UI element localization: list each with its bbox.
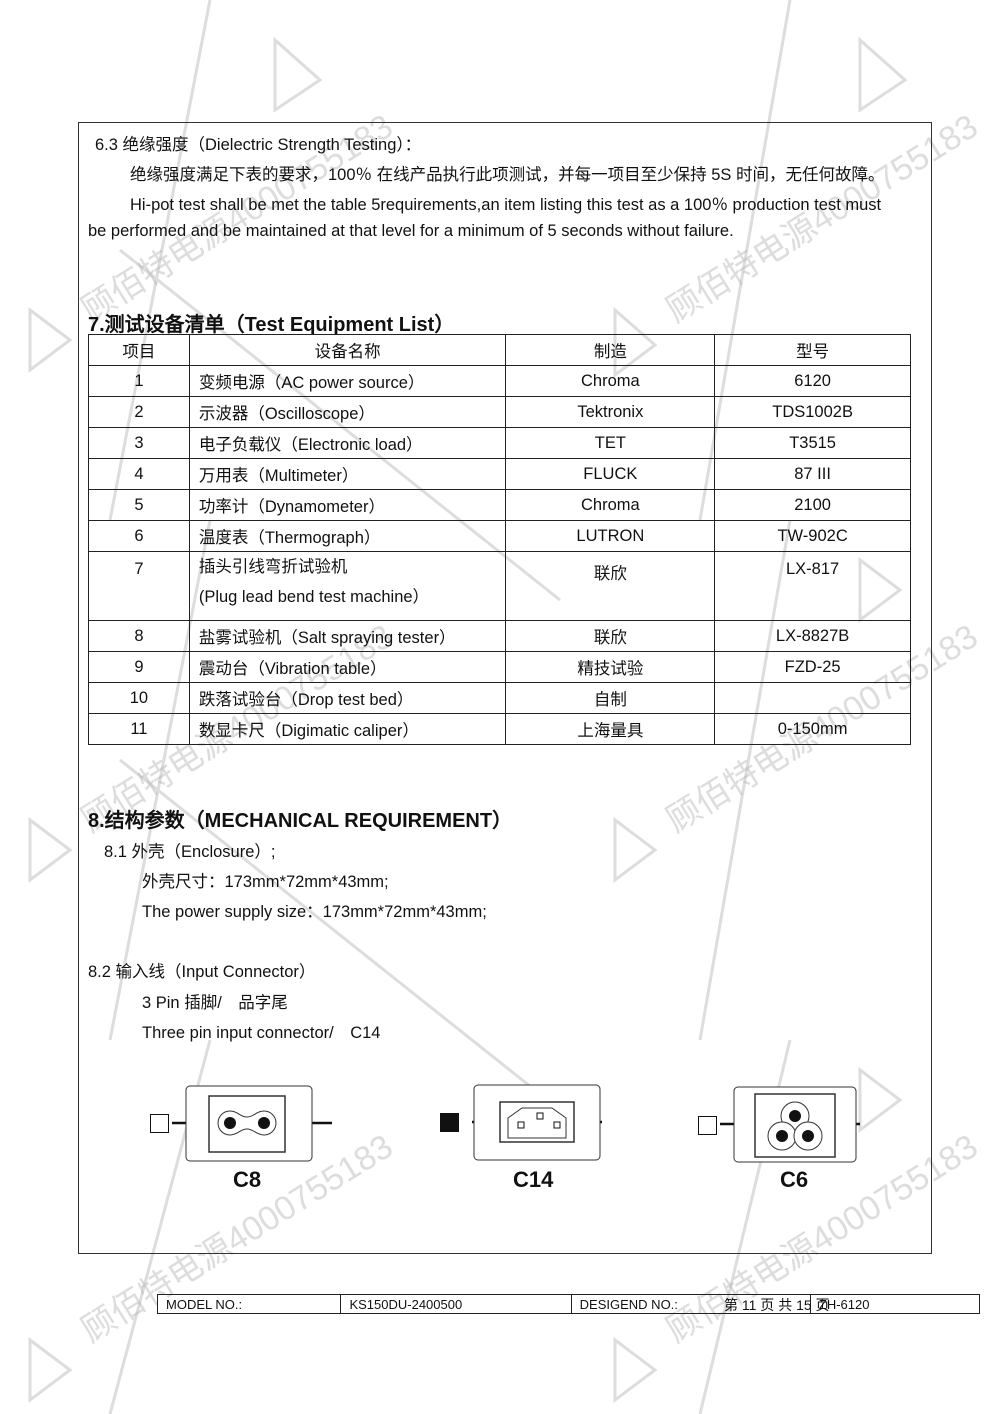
item-no-cell: 2 — [88, 396, 190, 428]
equipment-name-cell: 震动台（Vibration table） — [188, 651, 507, 683]
table-row: 5 功率计（Dynamometer） Chroma 2100 — [88, 489, 911, 521]
c6-checkbox — [698, 1116, 717, 1135]
item-no-cell: 5 — [88, 489, 190, 521]
header-cell: 设备名称 — [188, 334, 507, 366]
section-6-3-title: 6.3 绝缘强度（Dielectric Strength Testing）： — [95, 136, 422, 154]
item-no-cell: 7 — [88, 551, 190, 621]
table-row: 3 电子负载仪（Electronic load） TET T3515 — [88, 427, 911, 459]
section-7-title: 7.测试设备清单（Test Equipment List） — [88, 314, 455, 336]
design-label: DESIGEND NO.: — [570, 1294, 811, 1314]
table-row: 1 变频电源（AC power source） Chroma 6120 — [88, 365, 911, 397]
equipment-name-line: 插头引线弯折试验机 — [198, 558, 348, 576]
manufacturer-cell: FLUCK — [505, 458, 716, 490]
manufacturer-cell: 上海量具 — [505, 713, 716, 745]
model-cell: 87 III — [714, 458, 911, 490]
table-row: 6 温度表（Thermograph） LUTRON TW-902C — [88, 520, 911, 552]
model-cell — [714, 682, 911, 714]
equipment-name-cell: 插头引线弯折试验机 (Plug lead bend test machine） — [188, 551, 507, 621]
manufacturer-cell: TET — [505, 427, 716, 459]
equipment-name-cell: 变频电源（AC power source） — [188, 365, 507, 397]
table-row: 4 万用表（Multimeter） FLUCK 87 III — [88, 458, 911, 490]
content-frame — [78, 122, 932, 1254]
section-6-3-en-1: Hi-pot test shall be met the table 5requ… — [130, 196, 882, 214]
manufacturer-cell: Chroma — [505, 365, 716, 397]
pin-en: Three pin input connector/ C14 — [142, 1024, 381, 1042]
model-cell: 0-150mm — [714, 713, 911, 745]
section-8-title: 8.结构参数（MECHANICAL REQUIREMENT） — [88, 810, 513, 832]
model-cell: 6120 — [714, 365, 911, 397]
equipment-table: 项目 设备名称 制造 型号 1 变频电源（AC power source） Chroma 61… — [88, 334, 911, 745]
footer-table: MODEL NO.: KS150DU-2400500 DESIGEND NO.:… — [156, 1294, 981, 1314]
c14-connector-icon — [472, 1084, 602, 1161]
model-cell: 2100 — [714, 489, 911, 521]
c8-connector-icon — [172, 1085, 332, 1162]
model-cell: TW-902C — [714, 520, 911, 552]
page-number: 第 11 页 共 15 页 — [724, 1297, 830, 1313]
item-no-cell: 6 — [88, 520, 190, 552]
design-number: ZH-6120 — [809, 1294, 981, 1314]
model-cell: LX-8827B — [714, 620, 911, 652]
size-en: The power supply size：173mm*72mm*43mm; — [142, 903, 487, 921]
equipment-name-cell: 温度表（Thermograph） — [188, 520, 507, 552]
model-cell: T3515 — [714, 427, 911, 459]
pin-cn: 3 Pin 插脚/ 品字尾 — [142, 994, 288, 1012]
manufacturer-cell: LUTRON — [505, 520, 716, 552]
header-cell: 项目 — [88, 334, 190, 366]
table-row: 9 震动台（Vibration table） 精技试验 FZD-25 — [88, 651, 911, 683]
c8-checkbox — [150, 1114, 169, 1133]
equipment-name-cell: 功率计（Dynamometer） — [188, 489, 507, 521]
manufacturer-cell: 联欣 — [505, 620, 716, 652]
section-6-3-cn: 绝缘强度满足下表的要求，100％ 在线产品执行此项测试，并每一项目至少保持 5S… — [130, 166, 885, 184]
table-row: 8 盐雾试验机（Salt spraying tester） 联欣 LX-8827B — [88, 620, 911, 652]
section-8-2: 8.2 输入线（Input Connector） — [88, 963, 316, 981]
equipment-name-cell: 数显卡尺（Digimatic caliper） — [188, 713, 507, 745]
manufacturer-cell: 精技试验 — [505, 651, 716, 683]
item-no-cell: 9 — [88, 651, 190, 683]
model-cell: TDS1002B — [714, 396, 911, 428]
c14-label: C14 — [513, 1167, 554, 1192]
equipment-name-cell: 盐雾试验机（Salt spraying tester） — [188, 620, 507, 652]
model-label: MODEL NO.: — [156, 1294, 342, 1314]
equipment-name-cell: 跌落试验台（Drop test bed） — [188, 682, 507, 714]
manufacturer-cell: Chroma — [505, 489, 716, 521]
c6-label: C6 — [780, 1167, 809, 1192]
manufacturer-cell: 联欣 — [505, 551, 716, 621]
item-no-cell: 3 — [88, 427, 190, 459]
table-row: 10 跌落试验台（Drop test bed） 自制 — [88, 682, 911, 714]
section-6-3-en-2: be performed and be maintained at that l… — [88, 222, 734, 240]
manufacturer-cell: Tektronix — [505, 396, 716, 428]
item-no-cell: 8 — [88, 620, 190, 652]
size-cn: 外壳尺寸：173mm*72mm*43mm; — [142, 873, 389, 891]
c8-label: C8 — [233, 1167, 262, 1192]
table-header-row: 项目 设备名称 制造 型号 — [88, 334, 911, 366]
model-number: KS150DU-2400500 — [340, 1294, 572, 1314]
equipment-name-cell: 示波器（Oscilloscope） — [188, 396, 507, 428]
manufacturer-cell: 自制 — [505, 682, 716, 714]
item-no-cell: 4 — [88, 458, 190, 490]
c14-checkbox — [440, 1113, 459, 1132]
header-cell: 型号 — [714, 334, 911, 366]
item-no-cell: 11 — [88, 713, 190, 745]
equipment-name-cell: 电子负载仪（Electronic load） — [188, 427, 507, 459]
header-cell: 制造 — [505, 334, 716, 366]
item-no-cell: 10 — [88, 682, 190, 714]
model-cell: LX-817 — [714, 551, 911, 621]
table-row: 2 示波器（Oscilloscope） Tektronix TDS1002B — [88, 396, 911, 428]
section-8-1: 8.1 外壳（Enclosure）; — [104, 843, 276, 861]
table-row: 7 插头引线弯折试验机 (Plug lead bend test machine） 联… — [88, 551, 911, 621]
item-no-cell: 1 — [88, 365, 190, 397]
c6-connector-icon — [720, 1086, 860, 1163]
model-cell: FZD-25 — [714, 651, 911, 683]
equipment-name-cell: 万用表（Multimeter） — [188, 458, 507, 490]
table-row: 11 数显卡尺（Digimatic caliper） 上海量具 0-150mm — [88, 713, 911, 745]
equipment-name-line: (Plug lead bend test machine） — [198, 588, 430, 606]
